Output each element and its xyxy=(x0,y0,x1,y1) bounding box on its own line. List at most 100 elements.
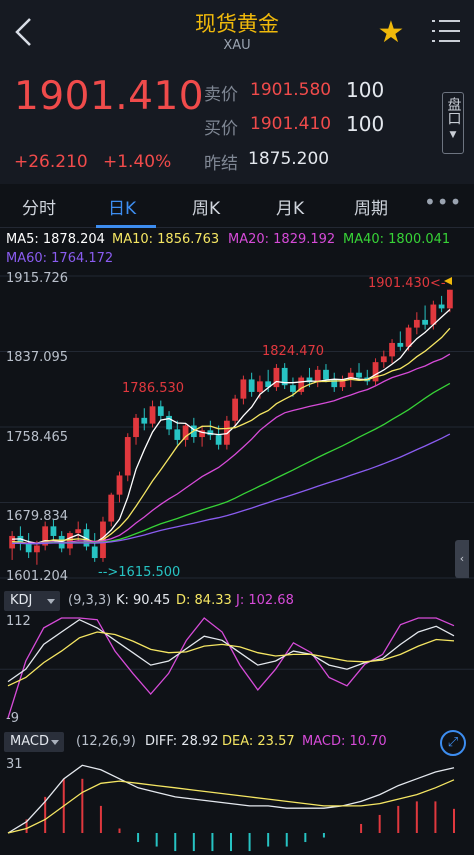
candle-body xyxy=(413,319,420,328)
collapse-handle[interactable]: ‹ xyxy=(455,540,469,578)
top-bar: 现货黄金 XAU ★ xyxy=(0,0,474,60)
candle-body xyxy=(397,342,404,347)
candlestick-chart[interactable] xyxy=(0,268,474,588)
ma10-line xyxy=(12,327,451,545)
kdj-d-line xyxy=(7,631,455,687)
macd-dea: DEA: 23.57 xyxy=(222,734,295,749)
kdj-j: J: 102.68 xyxy=(236,593,294,608)
candle-body xyxy=(290,385,296,392)
ma60-line xyxy=(12,433,451,545)
candle-body xyxy=(430,304,437,325)
price-axis-label: 1915.726 xyxy=(6,271,69,286)
candle-body xyxy=(108,494,115,522)
ma40-value: MA40: 1800.041 xyxy=(343,232,451,247)
candle-body xyxy=(157,406,164,416)
candle-body xyxy=(166,415,172,430)
candle-body xyxy=(215,435,222,445)
macd-value: MACD: 10.70 xyxy=(302,734,387,749)
candle-body xyxy=(347,372,354,380)
kdj-d: D: 84.33 xyxy=(176,593,232,608)
period-tabs: 分时 日K 周K 月K 周期 ••• xyxy=(0,186,474,228)
prev-close-value: 1875.200 xyxy=(248,149,330,169)
ask-value: 1901.580 xyxy=(250,80,332,100)
candle-body xyxy=(199,430,205,438)
candle-body xyxy=(438,304,445,309)
candle-body xyxy=(67,533,73,549)
price-axis-label: 1758.465 xyxy=(6,430,69,445)
kdj-chart[interactable] xyxy=(0,614,474,726)
kdj-axis-top: 112 xyxy=(6,614,31,629)
tab-intraday[interactable]: 分时 xyxy=(22,199,56,219)
order-book-label: 盘口 xyxy=(445,97,462,125)
kdj-j-line xyxy=(7,617,455,719)
tab-monthly-k[interactable]: 月K xyxy=(276,199,305,219)
kdj-header: KDJ (9,3,3) K: 90.45 D: 84.33 J: 102.68 xyxy=(0,590,474,612)
star-icon[interactable]: ★ xyxy=(377,15,405,50)
candle-body xyxy=(380,356,387,363)
candle-body xyxy=(273,367,280,388)
macd-params: (12,26,9) xyxy=(76,734,136,749)
candle-body xyxy=(50,526,57,536)
candle-body xyxy=(298,377,305,392)
candle-body xyxy=(281,367,288,386)
kdj-k-line xyxy=(7,618,455,683)
macd-header: MACD (12,26,9) DIFF: 28.92 DEA: 23.57 MA… xyxy=(0,731,474,753)
candle-body xyxy=(372,362,379,382)
bid-label: 买价 xyxy=(204,119,238,139)
candle-body xyxy=(42,526,49,546)
macd-axis-top: 31 xyxy=(6,757,23,772)
candle-body xyxy=(75,529,82,534)
ask-label: 卖价 xyxy=(204,85,238,105)
candle-body xyxy=(149,406,156,424)
macd-diff-line xyxy=(7,764,455,834)
candle-body xyxy=(232,398,239,421)
ma10-value: MA10: 1856.763 xyxy=(112,232,220,247)
bid-value: 1901.410 xyxy=(250,114,332,134)
tab-daily-k[interactable]: 日K xyxy=(108,199,137,219)
candle-body xyxy=(306,377,313,383)
page-title: 现货黄金 xyxy=(195,12,279,36)
candle-body xyxy=(248,379,255,392)
price-axis-label: 1679.834 xyxy=(6,509,69,524)
ma5-line xyxy=(12,309,451,544)
candle-body xyxy=(91,546,98,559)
price-axis-label: 1837.095 xyxy=(6,350,69,365)
candle-body xyxy=(389,342,395,357)
macd-chart[interactable] xyxy=(0,755,474,855)
chevron-left-icon[interactable] xyxy=(10,16,36,48)
candle-body xyxy=(141,417,148,424)
candle-body xyxy=(124,437,131,476)
candle-body xyxy=(356,372,362,378)
macd-dea-line xyxy=(7,779,455,834)
ma20-line xyxy=(12,353,451,544)
price-axis-label: 1601.204 xyxy=(6,569,69,584)
kdj-selector[interactable]: KDJ xyxy=(4,591,60,611)
swap-icon[interactable]: ⤢ xyxy=(440,730,466,756)
quote-panel: 1901.410 +26.210 +1.40% 卖价 1901.580 100 … xyxy=(0,60,474,184)
macd-selector[interactable]: MACD xyxy=(4,732,64,752)
order-book-button[interactable]: 盘口 ▼ xyxy=(442,92,464,154)
high-annotation: 1901.430<- xyxy=(368,276,446,291)
candle-body xyxy=(314,369,321,383)
mid-annotation: 1824.470 xyxy=(262,344,325,359)
active-tab-indicator xyxy=(96,225,156,228)
candle-body xyxy=(240,379,247,399)
candle-body xyxy=(182,425,189,440)
last-price: 1901.410 xyxy=(14,74,205,119)
candle-body xyxy=(207,430,214,436)
tab-period[interactable]: 周期 xyxy=(354,199,388,219)
kdj-params: (9,3,3) xyxy=(68,593,112,608)
more-icon[interactable]: ••• xyxy=(424,190,463,214)
candle-body xyxy=(405,327,412,347)
list-menu-icon[interactable] xyxy=(432,20,460,46)
price-change-pct: +1.40% xyxy=(103,152,172,172)
candle-body xyxy=(339,379,346,388)
candle-body xyxy=(331,379,338,388)
current-price-marker xyxy=(444,277,452,285)
candle-body xyxy=(223,420,230,445)
candle-body xyxy=(34,545,40,553)
candle-body xyxy=(257,381,263,392)
candle-body xyxy=(174,429,181,440)
tab-weekly-k[interactable]: 周K xyxy=(192,199,221,219)
ask-qty: 100 xyxy=(346,78,385,102)
